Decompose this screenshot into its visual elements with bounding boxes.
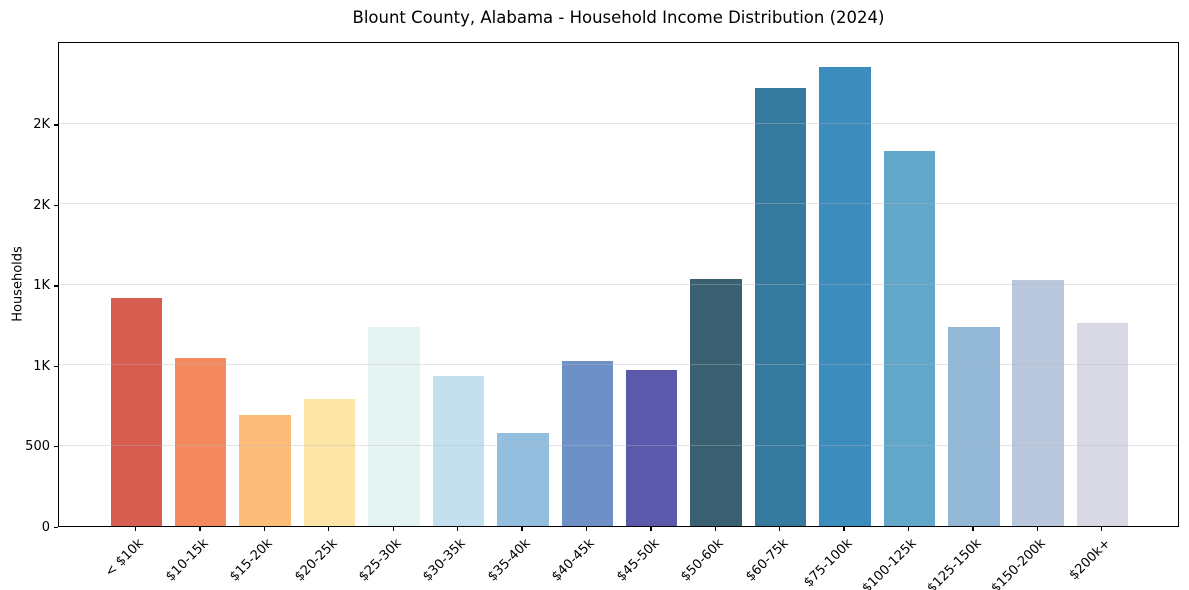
x-tick-mark xyxy=(714,527,716,531)
gridline xyxy=(59,203,1178,205)
y-tick-mark xyxy=(54,285,58,287)
x-tick-label: $100-125k xyxy=(859,536,921,590)
y-tick-mark xyxy=(54,365,58,367)
x-tick-mark xyxy=(456,527,459,531)
bar-$50-60k xyxy=(690,279,742,526)
x-tick-mark xyxy=(650,527,652,531)
x-tick-label: $75-100k xyxy=(801,536,856,590)
x-tick-mark xyxy=(1036,527,1039,531)
x-tick-label: $20-25k xyxy=(291,536,341,585)
y-tick-label: 1K xyxy=(33,278,50,294)
x-tick-mark xyxy=(779,527,781,531)
y-tick-label: 2K xyxy=(33,197,50,213)
x-tick-mark xyxy=(843,527,845,531)
x-tick-label: $200k+ xyxy=(1066,536,1114,584)
bar-$75-100k xyxy=(819,66,871,526)
bar-$100-125k xyxy=(883,151,936,526)
x-tick-label: $15-20k xyxy=(227,536,276,585)
x-tick-mark xyxy=(521,527,523,531)
x-tick-label: < $10k xyxy=(102,536,147,581)
x-tick-mark xyxy=(199,527,201,531)
bar-$15-20k xyxy=(239,415,291,526)
bar-$45-50k xyxy=(625,369,678,526)
x-tick-label: $30-35k xyxy=(420,536,470,585)
bar-$150-200k xyxy=(1012,279,1065,526)
bar-$10-15k xyxy=(174,357,227,526)
bar-$25-30k xyxy=(368,326,420,526)
bar-< $10k xyxy=(110,297,163,526)
x-tick-mark xyxy=(328,527,330,531)
x-tick-mark xyxy=(392,527,394,531)
chart-title: Blount County, Alabama - Household Incom… xyxy=(352,8,885,27)
gridline xyxy=(59,283,1178,285)
x-tick-mark xyxy=(907,527,910,531)
y-tick-mark xyxy=(54,204,58,207)
bar-$20-25k xyxy=(303,398,356,526)
x-tick-mark xyxy=(1101,527,1103,531)
gridline xyxy=(59,444,1178,446)
bar-$35-40k xyxy=(497,432,549,526)
x-tick-mark xyxy=(585,527,588,531)
x-tick-label: $150-200k xyxy=(988,536,1049,590)
bar-$125-150k xyxy=(948,326,1000,526)
x-tick-label: $40-45k xyxy=(549,536,598,585)
x-tick-mark xyxy=(263,527,265,531)
gridline xyxy=(59,122,1178,124)
x-tick-label: $10-15k xyxy=(162,536,212,585)
x-tick-mark xyxy=(972,527,974,531)
x-tick-label: $125-150k xyxy=(924,536,985,590)
x-tick-label: $60-75k xyxy=(742,536,792,585)
y-tick-mark xyxy=(54,526,58,528)
y-tick-label: 2K xyxy=(33,117,50,133)
x-tick-mark xyxy=(134,527,137,531)
x-tick-label: $25-30k xyxy=(356,536,405,585)
x-tick-label: $35-40k xyxy=(484,536,534,585)
bar-$60-75k xyxy=(754,88,807,526)
bar-$200k+ xyxy=(1076,323,1129,526)
x-tick-label: $50-60k xyxy=(678,536,727,585)
gridline xyxy=(59,364,1178,366)
bar-$30-35k xyxy=(432,375,485,526)
y-tick-mark xyxy=(54,446,58,448)
x-tick-label: $45-50k xyxy=(613,536,663,585)
y-tick-label: 500 xyxy=(25,439,50,455)
y-tick-label: 1K xyxy=(33,358,50,374)
y-tick-label: 0 xyxy=(41,519,50,535)
plot-area xyxy=(58,42,1179,527)
bar-$40-45k xyxy=(561,361,614,526)
y-tick-mark xyxy=(54,124,58,126)
